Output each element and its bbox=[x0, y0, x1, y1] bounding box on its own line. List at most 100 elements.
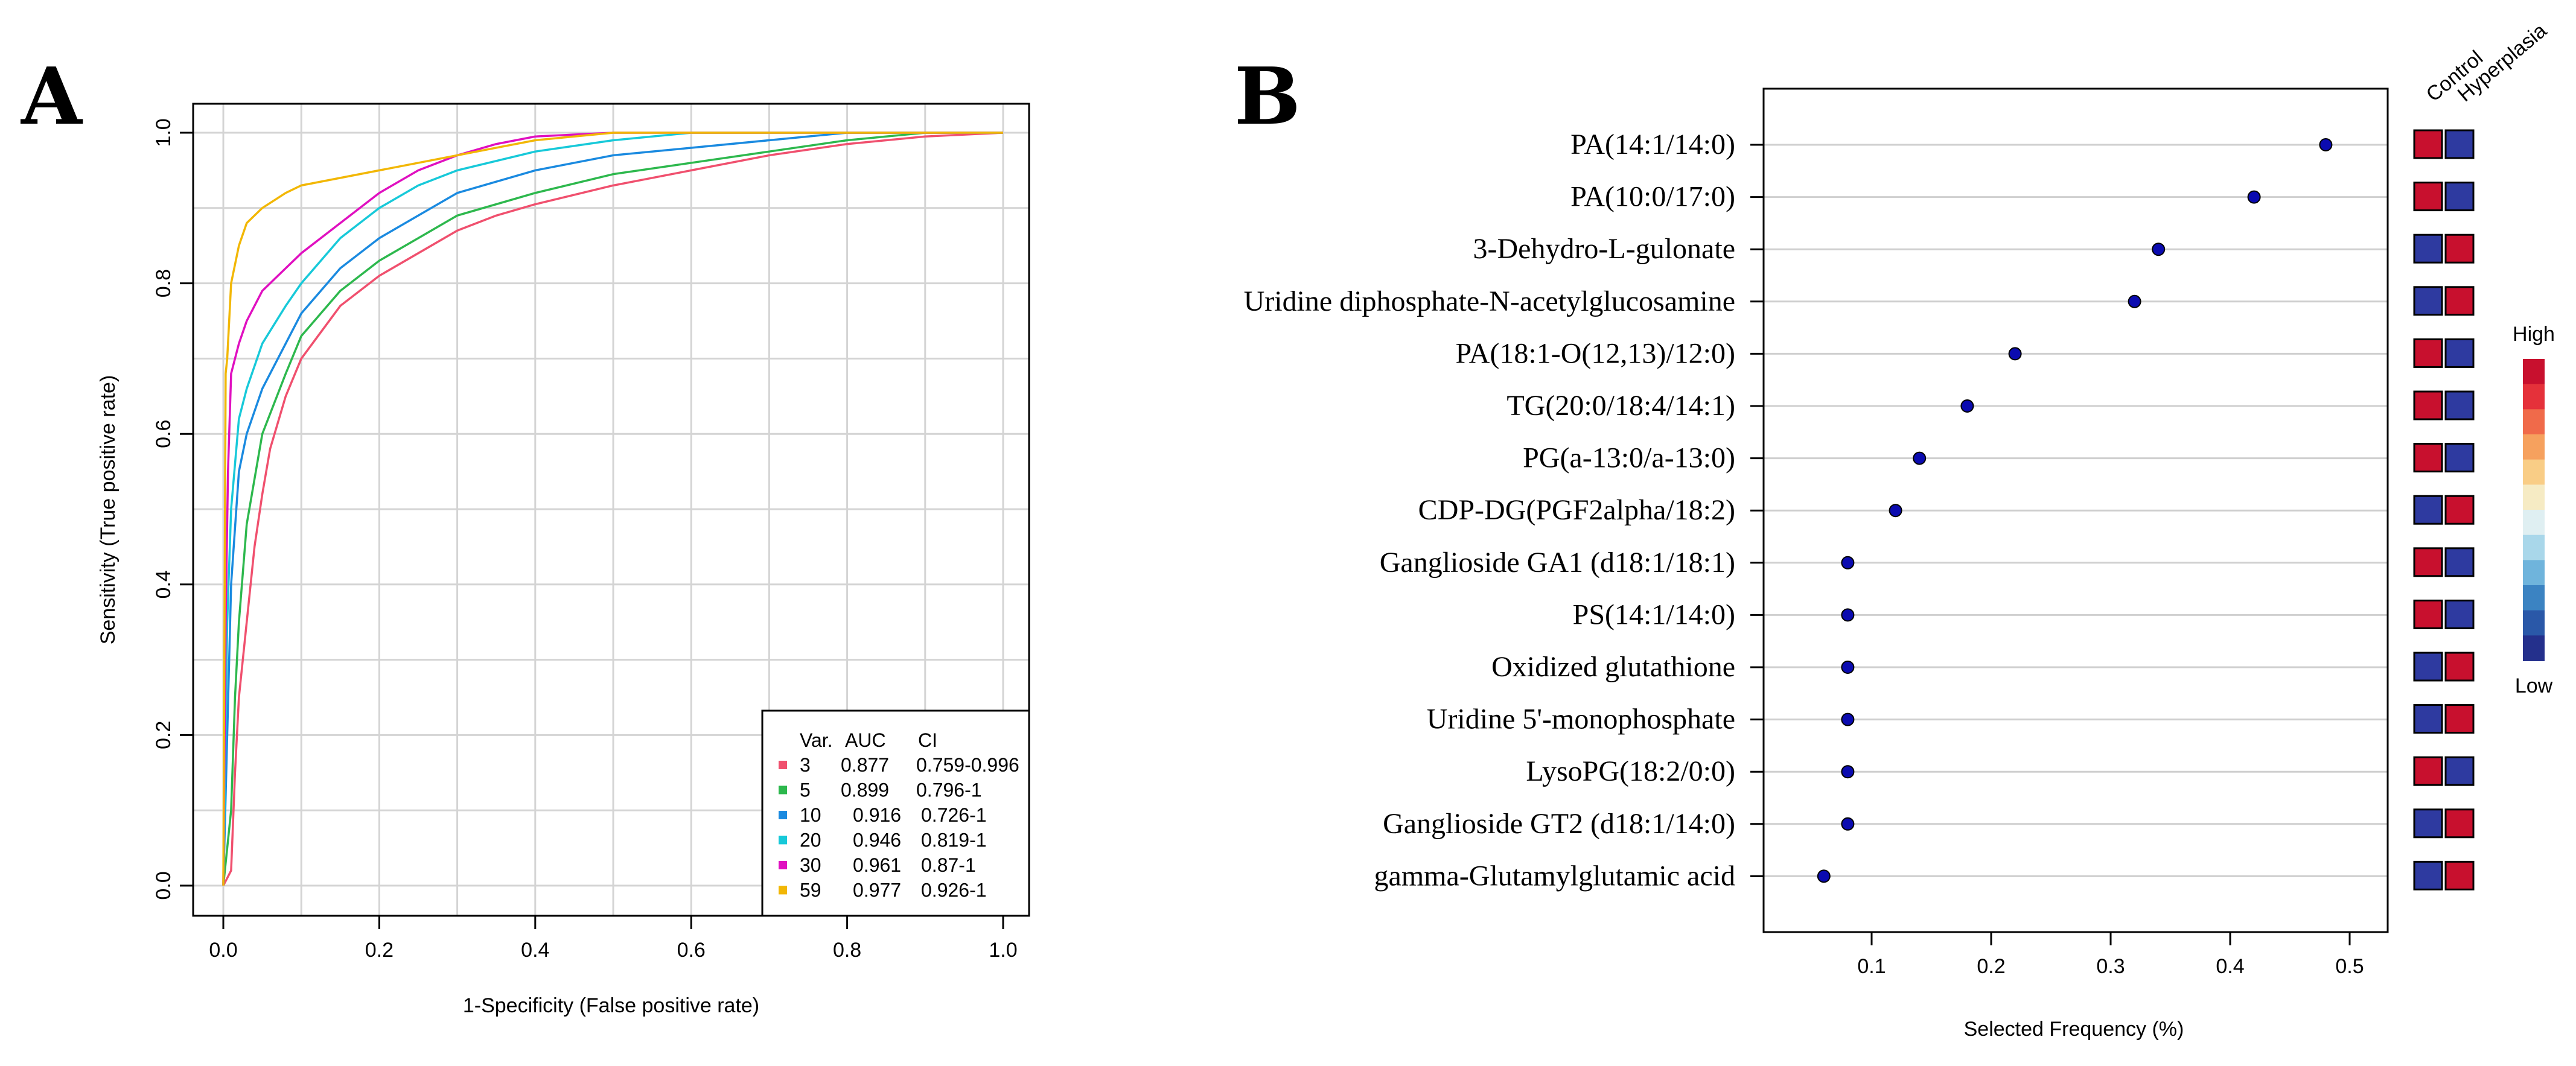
feature-point bbox=[1841, 556, 1855, 569]
roc-legend-var: 30 bbox=[800, 854, 821, 876]
roc-chart: 0.0 0.2 0.4 0.6 0.8 1.0 0.0 0.2 0.4 0.6 0.8 1.0 1-… bbox=[97, 103, 1030, 1017]
color-key-segment bbox=[2523, 359, 2545, 385]
heat-cell-control bbox=[2413, 390, 2443, 420]
feature-point bbox=[2247, 190, 2261, 204]
color-key-segment bbox=[2523, 635, 2545, 661]
roc-plot-frame bbox=[192, 103, 1030, 917]
feature-point bbox=[1841, 765, 1855, 779]
feature-point bbox=[1889, 504, 1902, 518]
heat-cell-hyperplasia bbox=[2444, 756, 2475, 786]
roc-legend-ci: 0.819-1 bbox=[921, 830, 987, 851]
feature-point bbox=[2152, 243, 2166, 256]
roc-x-tick-label: 0.2 bbox=[365, 939, 394, 962]
panel-b-letter: B bbox=[1234, 50, 1301, 142]
roc-legend-swatch-5 bbox=[779, 785, 787, 795]
frequency-x-tick-label: 0.1 bbox=[1857, 955, 1886, 978]
feature-point bbox=[2008, 347, 2022, 361]
feature-point bbox=[1841, 608, 1855, 622]
roc-curve-5 bbox=[222, 132, 1003, 886]
heat-cell-control bbox=[2413, 233, 2443, 264]
roc-y-tick-label: 0.8 bbox=[152, 269, 175, 297]
roc-legend-swatch-10 bbox=[779, 811, 787, 819]
roc-legend-ci: 0.759-0.996 bbox=[916, 754, 1019, 776]
feature-rows: PA(14:1/14:0) PA(10:0/17:0) 3-Dehydro-L-gu… bbox=[1244, 128, 2388, 892]
roc-x-tick-label: 0.0 bbox=[209, 939, 237, 962]
feature-label: Ganglioside GT2 (d18:1/14:0) bbox=[1383, 808, 1735, 840]
heat-cell-control bbox=[2413, 756, 2443, 786]
color-key-segment bbox=[2523, 535, 2545, 561]
feature-label: Ganglioside GA1 (d18:1/18:1) bbox=[1380, 547, 1735, 579]
feature-label: Oxidized glutathione bbox=[1491, 651, 1735, 683]
color-key-segment bbox=[2523, 384, 2545, 410]
heat-cell-hyperplasia bbox=[2444, 808, 2475, 839]
feature-point bbox=[1817, 869, 1831, 883]
roc-x-axis-label: 1-Specificity (False positive rate) bbox=[463, 994, 759, 1017]
feature-label: CDP-DG(PGF2alpha/18:2) bbox=[1418, 494, 1735, 526]
feature-point bbox=[1960, 399, 1974, 413]
heat-cell-hyperplasia bbox=[2444, 547, 2475, 577]
frequency-plot-frame bbox=[1762, 87, 2389, 933]
color-key-segment bbox=[2523, 484, 2545, 510]
roc-legend-ci: 0.726-1 bbox=[921, 804, 987, 826]
feature-label: PA(10:0/17:0) bbox=[1570, 181, 1735, 213]
roc-legend-var: 5 bbox=[800, 779, 811, 801]
feature-label: PS(14:1/14:0) bbox=[1573, 598, 1735, 630]
heat-cell-hyperplasia bbox=[2444, 338, 2475, 368]
color-key-high-label: High bbox=[2513, 323, 2555, 346]
heat-cell-control bbox=[2413, 182, 2443, 212]
roc-legend-var: 3 bbox=[800, 754, 811, 776]
feature-point bbox=[1913, 451, 1927, 465]
color-key-segment bbox=[2523, 585, 2545, 611]
heat-cell-control bbox=[2413, 338, 2443, 368]
frequency-dot-chart: PA(14:1/14:0) PA(10:0/17:0) 3-Dehydro-L-gu… bbox=[1244, 19, 2555, 1041]
frequency-x-axis-label: Selected Frequency (%) bbox=[1964, 1018, 2184, 1041]
heat-cell-hyperplasia bbox=[2444, 443, 2475, 473]
heat-cell-control bbox=[2413, 860, 2443, 890]
feature-label: TG(20:0/18:4/14:1) bbox=[1506, 390, 1735, 422]
color-key-segment bbox=[2523, 510, 2545, 536]
roc-y-tick-label: 0.0 bbox=[152, 871, 175, 899]
heat-cell-control bbox=[2413, 547, 2443, 577]
roc-legend-auc: 0.916 bbox=[853, 804, 901, 826]
roc-x-tick-label: 0.4 bbox=[521, 939, 549, 962]
heat-cell-hyperplasia bbox=[2444, 233, 2475, 264]
feature-point bbox=[1841, 712, 1855, 726]
heat-cell-control bbox=[2413, 808, 2443, 839]
heat-cell-hyperplasia bbox=[2444, 599, 2475, 629]
frequency-x-tick-label: 0.4 bbox=[2216, 955, 2244, 978]
feature-label: PA(18:1-O(12,13)/12:0) bbox=[1455, 337, 1735, 369]
roc-y-tick-label: 0.6 bbox=[152, 420, 175, 448]
feature-label: LysoPG(18:2/0:0) bbox=[1526, 755, 1735, 787]
feature-label: PG(a-13:0/a-13:0) bbox=[1523, 442, 1735, 474]
feature-label: Uridine 5'-monophosphate bbox=[1427, 703, 1735, 735]
heat-cell-hyperplasia bbox=[2444, 390, 2475, 420]
heat-cell-hyperplasia bbox=[2444, 652, 2475, 682]
roc-y-axis-label: Sensitivity (True positive rate) bbox=[97, 375, 120, 645]
color-key-segment bbox=[2523, 409, 2545, 435]
heat-cell-hyperplasia bbox=[2444, 860, 2475, 890]
color-key: High Low bbox=[2513, 323, 2555, 697]
heat-cell-hyperplasia bbox=[2444, 129, 2475, 159]
roc-x-tick-label: 1.0 bbox=[989, 939, 1017, 962]
roc-legend-var: 59 bbox=[800, 880, 821, 901]
roc-legend-auc: 0.977 bbox=[853, 880, 901, 901]
roc-legend-swatch-20 bbox=[779, 836, 787, 845]
roc-legend-ci: 0.87-1 bbox=[921, 854, 976, 876]
roc-legend-ci: 0.926-1 bbox=[921, 880, 987, 901]
heat-cell-hyperplasia bbox=[2444, 704, 2475, 734]
roc-curve-30 bbox=[222, 132, 1003, 886]
feature-label: gamma-Glutamylglutamic acid bbox=[1374, 860, 1735, 892]
roc-legend-header: Var. bbox=[800, 729, 833, 751]
roc-x-tick-label: 0.6 bbox=[677, 939, 706, 962]
roc-legend-swatch-59 bbox=[779, 886, 787, 895]
roc-legend: Var. AUC CI 3 0.877 0.759-0.996 5 0.899 0.796-1 1… bbox=[761, 709, 1030, 917]
roc-legend-auc: 0.877 bbox=[841, 754, 889, 776]
roc-legend-header: AUC bbox=[845, 729, 886, 751]
roc-curves bbox=[222, 132, 1004, 886]
roc-legend-swatch-30 bbox=[779, 861, 787, 869]
feature-point bbox=[1841, 817, 1855, 831]
roc-curve-3 bbox=[222, 132, 1004, 886]
roc-legend-auc: 0.899 bbox=[841, 779, 889, 801]
roc-y-tick-label: 0.2 bbox=[152, 721, 175, 749]
